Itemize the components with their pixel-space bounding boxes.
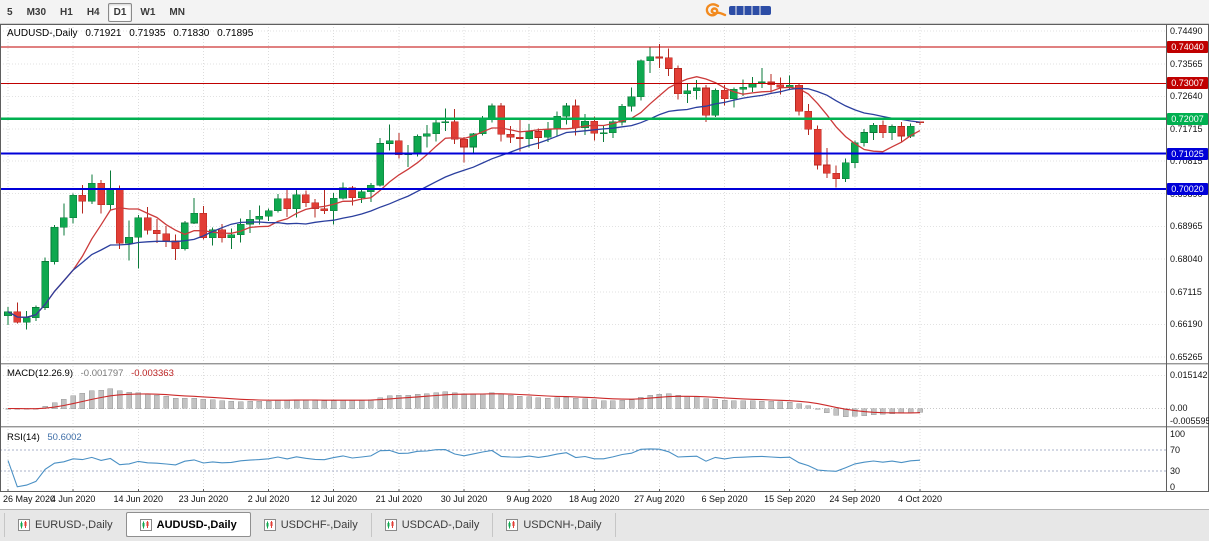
price-axis-label: 0.71715 [1170, 124, 1203, 135]
price-axis-label: 0.70815 [1170, 155, 1203, 166]
price-axis-label: 0.67115 [1170, 286, 1202, 297]
grid-vertical [7, 24, 921, 492]
date-axis-label: 30 Jul 2020 [440, 494, 488, 504]
date-axis-label: 18 Aug 2020 [569, 494, 620, 504]
tab-label: EURUSD-,Daily [35, 519, 113, 531]
rsi-line [7, 448, 921, 488]
chart-tab-icon [384, 519, 397, 531]
tab-label: USDCAD-,Daily [401, 519, 480, 531]
rsi-axis-label: 70 [1170, 445, 1181, 455]
macd-axis-label: 0.015142 [1170, 370, 1208, 381]
chart-tab-icon [18, 519, 30, 531]
toolbar: 5 M30 H1 H4 D1 W1 MN [0, 0, 1209, 24]
chart-quote-line: AUDUSD-,Daily 0.71921 0.71935 0.71830 0.… [7, 28, 258, 39]
chart-tab-icon [506, 519, 519, 531]
broker-logo-watermark [705, 3, 771, 17]
time-axis[interactable]: 26 May 2020 4 Jun 2020 14 Jun 2020 23 Jun 2… [0, 492, 1209, 509]
pane-separator[interactable] [0, 426, 1209, 429]
quote-high: 0.71935 [129, 28, 166, 39]
price-line-badge: 0.70020 [1167, 183, 1208, 196]
price-axis-label: 0.72640 [1170, 91, 1203, 102]
price-axis-label: 0.65265 [1170, 352, 1203, 363]
logo-swirl-icon [705, 3, 727, 17]
date-axis-label: 6 Sep 2020 [701, 494, 748, 504]
date-axis-label: 2 Jul 2020 [247, 494, 290, 504]
date-axis-label: 4 Oct 2020 [897, 494, 943, 504]
fast-ma-line [7, 76, 921, 318]
chart-window[interactable]: AUDUSD-,Daily 0.71921 0.71935 0.71830 0.… [0, 24, 1209, 492]
quote-open: 0.71921 [85, 28, 122, 39]
slow-ma-line [7, 87, 921, 318]
price-chart-canvas[interactable] [0, 24, 1209, 492]
price-axis-label: 0.73565 [1170, 58, 1203, 69]
tab-label: AUDUSD-,Daily [156, 518, 237, 531]
macd-name: MACD(12.26.9) [7, 368, 73, 379]
timeframe-button-mn[interactable]: MN [169, 6, 185, 18]
macd-indicator-label: MACD(12.26.9) -0.001797 -0.003363 [7, 368, 174, 379]
macd-main-value: -0.001797 [80, 368, 124, 379]
price-line-badge: 0.73007 [1167, 77, 1208, 90]
chart-borders [0, 24, 1209, 492]
chart-tab-icon [139, 518, 152, 531]
price-line-badge: 0.72007 [1167, 112, 1208, 125]
quote-symbol: AUDUSD-,Daily [7, 28, 78, 39]
date-axis-label: 23 Jun 2020 [178, 494, 229, 504]
macd-axis-label: 0.00 [1170, 403, 1188, 414]
macd-axis-label: -0.005595 [1170, 415, 1209, 426]
timeframe-button-h4[interactable]: H4 [86, 6, 100, 18]
rsi-axis-label: 30 [1170, 466, 1181, 476]
date-axis-label: 4 Jun 2020 [50, 494, 96, 504]
symbol-tab-bar: EURUSD-,Daily AUDUSD-,Daily USDCHF-,Daily U… [4, 512, 616, 537]
date-axis-label: 14 Jun 2020 [113, 494, 164, 504]
timeframe-button-w1[interactable]: W1 [140, 6, 156, 18]
timeframe-button-h1[interactable]: H1 [60, 6, 73, 18]
tab-usdcnhdaily[interactable]: USDCNH-,Daily [493, 513, 616, 537]
tab-audusddaily[interactable]: AUDUSD-,Daily [125, 512, 251, 537]
tab-usdchfdaily[interactable]: USDCHF-,Daily [251, 513, 372, 537]
date-axis-label: 26 May 2020 [3, 494, 56, 504]
timeframe-button-m30[interactable]: M30 [26, 6, 47, 18]
rsi-value: 50.6002 [47, 432, 82, 443]
price-axis-label: 0.68965 [1170, 221, 1203, 232]
date-axis-label: 24 Sep 2020 [829, 494, 881, 504]
bottom-bar: EURUSD-,Daily AUDUSD-,Daily USDCHF-,Daily U… [0, 509, 1209, 541]
timeframe-button-d1[interactable]: D1 [107, 2, 133, 22]
price-line-badge: 0.74040 [1167, 40, 1208, 53]
date-axis-label: 27 Aug 2020 [634, 494, 685, 504]
rsi-indicator-label: RSI(14) 50.6002 [7, 432, 82, 443]
chart-tab-icon [263, 519, 276, 531]
logo-wordmark [729, 6, 771, 15]
date-axis-label: 9 Aug 2020 [506, 494, 552, 504]
price-axis-label: 0.68040 [1170, 254, 1203, 265]
tab-label: USDCNH-,Daily [523, 519, 602, 531]
tab-usdcaddaily[interactable]: USDCAD-,Daily [372, 513, 494, 537]
price-axis-label: 0.74490 [1170, 26, 1203, 37]
timeframe-button-5[interactable]: 5 [7, 6, 13, 18]
tab-eurusddaily[interactable]: EURUSD-,Daily [5, 513, 127, 537]
date-axis-label: 15 Sep 2020 [764, 494, 816, 504]
timeframe-toolbar: 5 M30 H1 H4 D1 W1 MN [0, 1, 192, 23]
rsi-axis-label: 100 [1170, 429, 1186, 440]
macd-signal-line [7, 393, 921, 414]
rsi-axis-label: 0 [1170, 481, 1176, 492]
tab-label: USDCHF-,Daily [280, 519, 358, 531]
quote-low: 0.71830 [173, 28, 210, 39]
macd-signal-value: -0.003363 [131, 368, 174, 379]
quote-close: 0.71895 [217, 28, 254, 39]
price-line-badge: 0.71025 [1167, 147, 1208, 160]
price-axis-label: 0.66190 [1170, 319, 1203, 330]
pane-separator[interactable] [0, 363, 1209, 366]
date-axis-label: 12 Jul 2020 [310, 494, 357, 504]
date-axis-label: 21 Jul 2020 [375, 494, 423, 504]
horizontal-lines[interactable] [0, 46, 1166, 191]
rsi-name: RSI(14) [7, 432, 40, 443]
